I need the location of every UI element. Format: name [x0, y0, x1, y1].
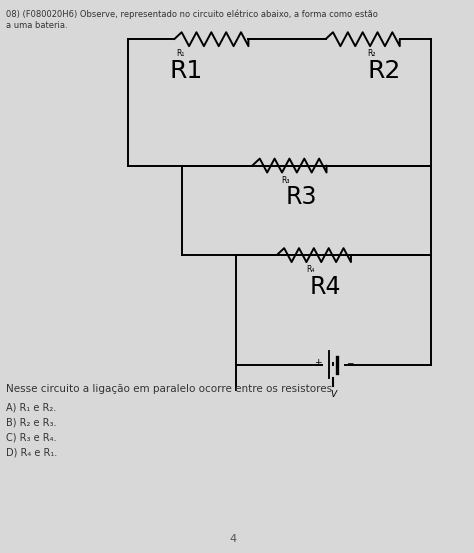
Text: C) R₃ e R₄.: C) R₃ e R₄. — [6, 432, 57, 442]
Text: R1: R1 — [169, 59, 202, 83]
Text: 08) (F080020H6) Observe, representado no circuito elétrico abaixo, a forma como : 08) (F080020H6) Observe, representado no… — [6, 9, 378, 19]
Text: D) R₄ e R₁.: D) R₄ e R₁. — [6, 447, 57, 457]
Text: R2: R2 — [367, 59, 401, 83]
Text: B) R₂ e R₃.: B) R₂ e R₃. — [6, 418, 57, 427]
Text: A) R₁ e R₂.: A) R₁ e R₂. — [6, 403, 56, 413]
Text: a uma bateria.: a uma bateria. — [6, 21, 68, 30]
Text: Nesse circuito a ligação em paralelo ocorre entre os resistores: Nesse circuito a ligação em paralelo oco… — [6, 384, 332, 394]
Text: V: V — [330, 390, 337, 399]
Text: −: − — [346, 358, 354, 367]
Text: R3: R3 — [285, 185, 317, 210]
Text: R₁: R₁ — [176, 49, 184, 58]
Text: R₄: R₄ — [306, 265, 314, 274]
Text: R₂: R₂ — [367, 49, 376, 58]
Text: R₃: R₃ — [282, 175, 290, 185]
Text: 4: 4 — [229, 534, 237, 544]
Text: +: + — [314, 358, 321, 367]
Text: R4: R4 — [310, 275, 341, 299]
